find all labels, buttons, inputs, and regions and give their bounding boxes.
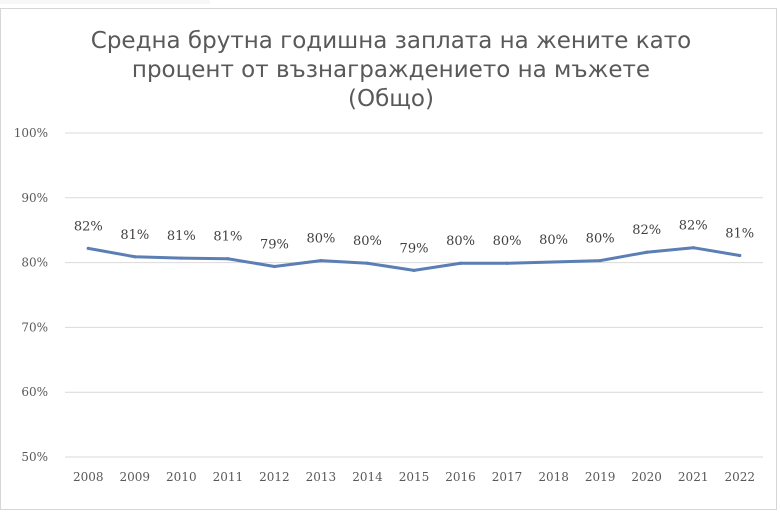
y-tick-label: 60% bbox=[21, 385, 48, 399]
data-point bbox=[272, 264, 276, 269]
x-tick-label: 2014 bbox=[352, 470, 383, 484]
data-label: 82% bbox=[74, 219, 103, 234]
data-point bbox=[133, 255, 137, 259]
x-tick-label: 2008 bbox=[73, 470, 104, 484]
x-tick-label: 2012 bbox=[259, 470, 290, 484]
data-point bbox=[319, 259, 323, 263]
x-tick-label: 2010 bbox=[166, 470, 197, 484]
data-point bbox=[738, 253, 742, 258]
data-point bbox=[412, 268, 416, 272]
data-point bbox=[365, 261, 370, 265]
x-tick-label: 2011 bbox=[213, 470, 244, 484]
data-point bbox=[552, 260, 556, 264]
data-label: 80% bbox=[539, 233, 568, 248]
data-point bbox=[691, 246, 695, 250]
data-label: 82% bbox=[679, 219, 708, 234]
y-tick-label: 50% bbox=[21, 450, 48, 464]
x-tick-label: 2021 bbox=[678, 470, 709, 484]
data-point bbox=[505, 261, 509, 265]
data-label: 82% bbox=[632, 223, 661, 238]
cropped-document-edge bbox=[0, 0, 210, 4]
data-label: 80% bbox=[493, 234, 522, 249]
data-label: 80% bbox=[446, 234, 475, 249]
x-tick-label: 2020 bbox=[631, 470, 662, 484]
y-tick-label: 90% bbox=[21, 191, 48, 205]
data-label: 81% bbox=[167, 229, 196, 244]
data-point bbox=[86, 246, 90, 250]
data-point bbox=[179, 256, 183, 260]
x-tick-label: 2022 bbox=[724, 470, 755, 484]
chart-container: Средна брутна годишна заплата на жените … bbox=[0, 8, 777, 510]
data-point bbox=[458, 261, 463, 265]
data-point bbox=[226, 257, 230, 261]
x-tick-label: 2019 bbox=[585, 470, 616, 484]
data-label: 80% bbox=[586, 232, 615, 247]
x-tick-label: 2013 bbox=[306, 470, 337, 484]
y-tick-label: 70% bbox=[21, 320, 48, 334]
chart-title-line-3: (Общо) bbox=[348, 86, 434, 112]
y-tick-label: 80% bbox=[21, 256, 48, 270]
x-tick-label: 2016 bbox=[445, 470, 476, 484]
x-tick-label: 2018 bbox=[538, 470, 569, 484]
chart-title: Средна брутна годишна заплата на жените … bbox=[71, 27, 711, 114]
data-point bbox=[598, 259, 602, 263]
data-label: 80% bbox=[306, 232, 335, 247]
data-label: 81% bbox=[120, 228, 149, 243]
data-point bbox=[645, 250, 649, 254]
data-label: 79% bbox=[400, 241, 429, 256]
x-tick-label: 2017 bbox=[492, 470, 523, 484]
x-tick-label: 2009 bbox=[120, 470, 151, 484]
data-label: 79% bbox=[260, 237, 289, 252]
y-tick-label: 100% bbox=[14, 126, 48, 140]
data-label: 81% bbox=[725, 226, 754, 241]
x-tick-label: 2015 bbox=[399, 470, 430, 484]
line-chart: 50% 60% 70% 80% 90% 100% 2008 2009 2010 2011 2012 2… bbox=[14, 126, 763, 484]
data-label: 80% bbox=[353, 234, 382, 249]
chart-title-line-2: процент от възнаграждението на мъжете bbox=[131, 57, 651, 83]
data-label: 81% bbox=[213, 230, 242, 245]
chart-title-line-1: Средна брутна годишна заплата на жените … bbox=[90, 28, 692, 54]
